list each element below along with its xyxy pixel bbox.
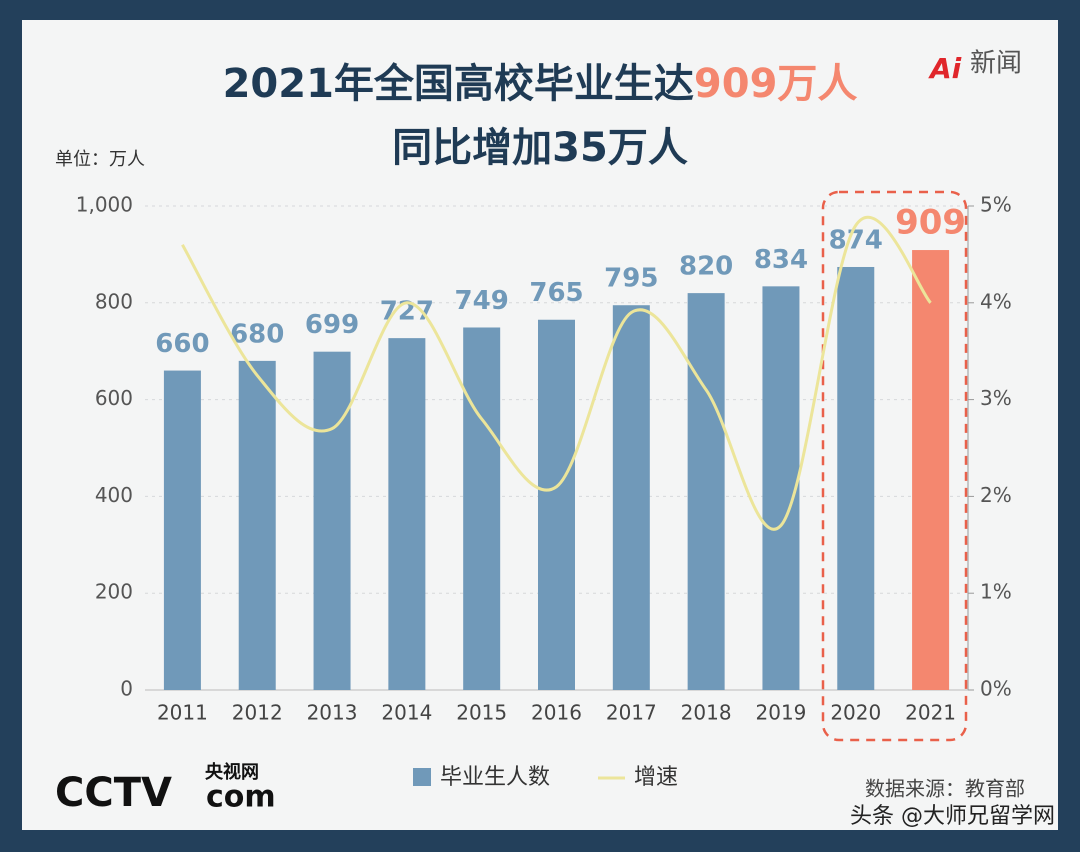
y-tick-label: 1,000 [76, 193, 133, 217]
source: 数据来源：教育部 [865, 777, 1025, 801]
bar [612, 305, 650, 690]
bar [762, 286, 800, 690]
value-label: 680 [230, 319, 284, 349]
x-tick-label: 2021 [905, 701, 956, 725]
bar [837, 266, 875, 690]
plot-area: 0 200 400 600 800 1,000 0% 1% 2% 3% 4% 5% 2011 660 201… [76, 193, 1012, 725]
y2-tick-label: 0% [980, 677, 1012, 701]
bar [388, 338, 426, 690]
y-tick-label: 200 [95, 580, 133, 604]
bar [313, 351, 351, 690]
x-tick-label: 2012 [232, 701, 283, 725]
highlight-box [821, 190, 968, 742]
x-tick-label: 2017 [606, 701, 657, 725]
x-tick-label: 2014 [381, 701, 432, 725]
y2-tick-label: 5% [980, 193, 1012, 217]
logo-ai: Ai [928, 52, 962, 85]
bar [463, 327, 501, 690]
value-label: 765 [529, 278, 583, 308]
watermark: 头条 @大师兄留学网 [850, 804, 1055, 829]
x-tick-label: 2011 [157, 701, 208, 725]
bar [238, 360, 276, 690]
value-label: 909 [895, 203, 966, 243]
bar [687, 293, 725, 690]
logo-suffix: com [206, 780, 276, 815]
value-label: 699 [305, 310, 359, 340]
bar [538, 319, 575, 690]
x-tick-label: 2019 [756, 701, 807, 725]
value-label: 834 [754, 245, 808, 275]
y-tick-label: 0 [120, 677, 133, 701]
growth-line [181, 215, 932, 531]
chart-title: 2021年全国高校毕业生达909万人 [223, 61, 858, 107]
x-tick-label: 2020 [830, 701, 881, 725]
legend-swatch [413, 768, 431, 786]
logo-news: 新闻 [970, 49, 1022, 79]
y2-tick-label: 3% [980, 386, 1012, 410]
y-tick-label: 400 [95, 483, 133, 507]
x-tick-label: 2013 [307, 701, 358, 725]
y2-tick-label: 2% [980, 483, 1012, 507]
y-tick-label: 800 [95, 289, 133, 313]
legend-label: 毕业生人数 [440, 765, 550, 790]
logo-main: CCTV [55, 770, 172, 816]
bar [912, 250, 950, 690]
y2-tick-label: 1% [980, 580, 1012, 604]
logo-cn: 央视网 [205, 761, 259, 783]
value-label: 660 [155, 329, 209, 359]
legend-label: 增速 [634, 765, 678, 790]
bar [163, 370, 201, 690]
value-label: 795 [604, 264, 658, 294]
value-label: 874 [829, 225, 883, 255]
chart-subtitle: 同比增加35万人 [392, 125, 688, 171]
x-tick-label: 2015 [456, 701, 507, 725]
unit-label: 单位：万人 [55, 149, 145, 170]
value-label: 749 [455, 286, 509, 316]
x-tick-label: 2016 [531, 701, 582, 725]
value-label: 820 [679, 252, 733, 282]
y-tick-label: 600 [95, 386, 133, 410]
x-tick-label: 2018 [681, 701, 732, 725]
y2-tick-label: 4% [980, 289, 1012, 313]
